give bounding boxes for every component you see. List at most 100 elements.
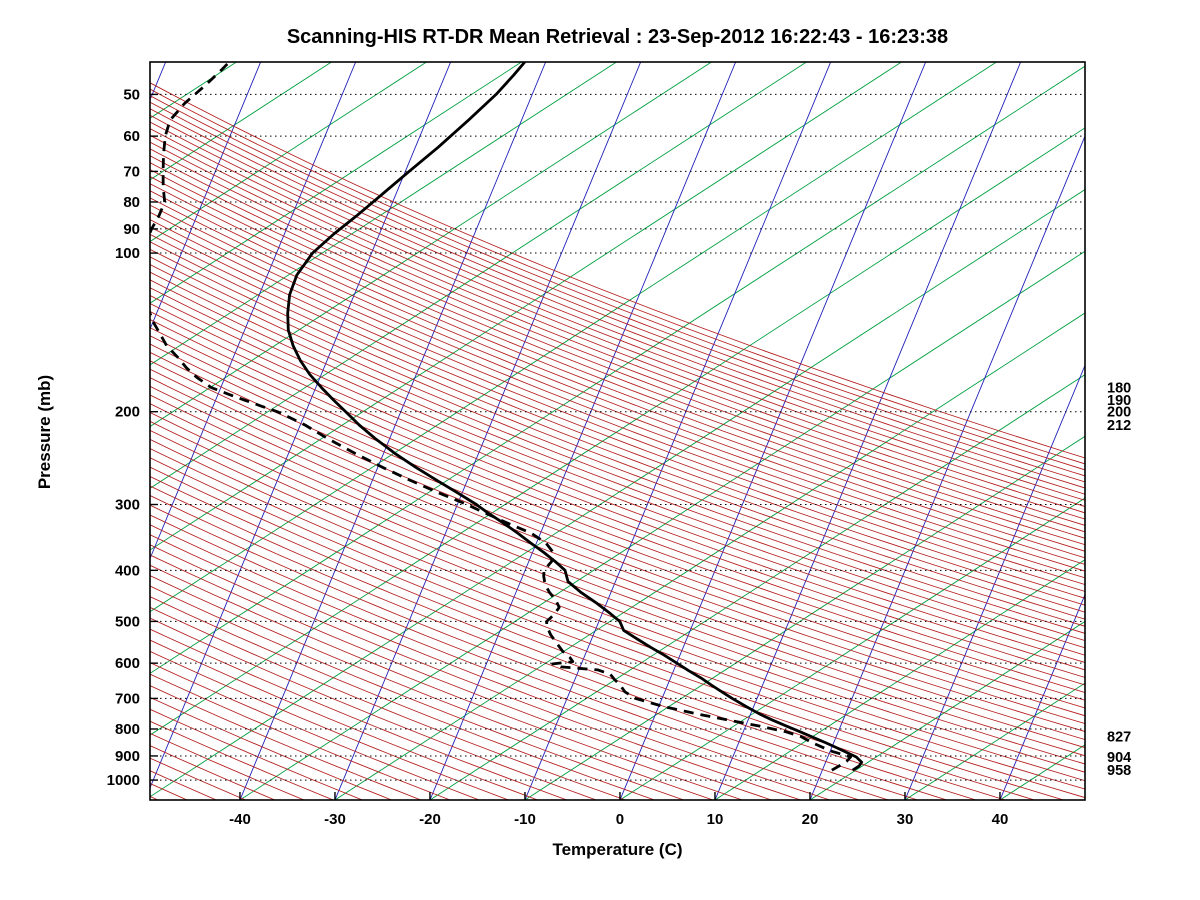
dry-adiabat-curve [150, 606, 626, 800]
x-tick-label: 30 [897, 811, 914, 828]
dry-adiabat-curve [150, 351, 1085, 709]
y-tick-label: 60 [123, 128, 140, 145]
dry-adiabat-curve [150, 169, 1085, 539]
dry-adiabat-curve [150, 287, 1085, 649]
dry-adiabat-curve [150, 134, 1085, 507]
dry-adiabat-curve [150, 148, 1085, 520]
dry-adiabat-curve [150, 162, 1085, 533]
dry-adiabat-curve [150, 248, 1085, 613]
right-pressure-label: 958 [1107, 763, 1131, 779]
dry-adiabat-curve [150, 457, 1064, 800]
dry-adiabat-curve [150, 564, 743, 800]
right-pressure-label: 200 [1107, 405, 1131, 421]
temperature-curve [286, 62, 864, 772]
dry-adiabat-curve [150, 720, 334, 800]
dry-adiabat-curve [150, 101, 1085, 477]
dry-adiabat-curve [150, 95, 1085, 471]
moist-adiabat-line [904, 682, 1085, 800]
dry-adiabat-curve [150, 534, 831, 800]
moist-adiabat-line [809, 620, 1085, 800]
dry-adiabat-curve [150, 628, 568, 800]
y-tick-label: 300 [115, 496, 140, 513]
dry-adiabat-curve [150, 377, 1085, 732]
isotherm-line [619, 62, 927, 800]
y-tick-label: 70 [123, 163, 140, 180]
y-tick-label: 200 [115, 404, 140, 421]
right-pressure-label: 212 [1107, 418, 1131, 434]
dry-adiabat-curve [150, 343, 1085, 701]
dry-adiabat-curve [150, 155, 1085, 526]
dry-adiabat-curve [150, 485, 977, 800]
right-pressure-label: 180 [1107, 381, 1131, 397]
dry-adiabat-curve [150, 438, 1085, 790]
y-tick-label: 50 [123, 86, 140, 103]
x-tick-label: -30 [324, 811, 346, 828]
isotherm-line [0, 62, 71, 800]
dry-adiabat-curve [150, 639, 538, 800]
moist-adiabat-line [714, 559, 1085, 800]
dry-adiabat-curve [150, 673, 451, 800]
y-tick-label: 80 [123, 194, 140, 211]
moist-adiabat-line [150, 62, 807, 489]
dry-adiabat-curve [150, 264, 1085, 627]
dry-adiabat-curve [150, 368, 1085, 725]
dry-adiabat-curve [150, 233, 1085, 599]
y-tick-label: 600 [115, 655, 140, 672]
y-tick-label: 900 [115, 748, 140, 765]
dry-adiabat-curve [150, 82, 1085, 459]
x-axis-label: Temperature (C) [552, 840, 683, 859]
dry-adiabat-curve [150, 327, 1085, 686]
dry-adiabat-curve [150, 662, 480, 800]
dry-adiabat-curve [150, 295, 1085, 656]
dry-adiabat-curve [150, 403, 1085, 757]
dry-adiabat-curve [150, 412, 1085, 765]
right-pressure-label: 904 [1107, 750, 1131, 766]
dry-adiabat-curve [150, 114, 1085, 489]
dry-adiabat-curve [150, 176, 1085, 546]
isotherm-line [150, 62, 262, 331]
dry-adiabat-curve [150, 211, 1085, 579]
isotherm-line [904, 364, 1085, 800]
x-tick-label: 10 [707, 811, 724, 828]
moist-adiabat-line [150, 62, 427, 243]
moist-adiabat-line [150, 62, 237, 119]
dry-adiabat-curve [150, 302, 1085, 663]
plot-area [0, 62, 1085, 800]
isotherm-line [999, 593, 1085, 800]
dry-adiabat-curve [150, 650, 509, 800]
moist-adiabat-line [999, 744, 1085, 800]
isotherm-line [150, 62, 167, 101]
dry-adiabat-curve [150, 448, 1085, 799]
dry-adiabat-curve [150, 504, 918, 800]
moist-adiabat-line [150, 62, 617, 366]
dry-adiabat-curve [150, 183, 1085, 552]
dry-adiabat-curve [150, 708, 363, 800]
dry-adiabat-curve [150, 466, 1035, 800]
dry-adiabat-curve [150, 385, 1085, 741]
y-tick-label: 100 [115, 245, 140, 262]
dry-adiabat-curve [150, 310, 1085, 671]
dry-adiabat-curve [150, 575, 714, 800]
x-tick-label: 20 [802, 811, 819, 828]
dry-adiabat-curve [150, 554, 772, 800]
x-tick-label: -40 [229, 811, 251, 828]
moist-adiabat-line [0, 62, 141, 800]
dry-adiabat-curve [150, 204, 1085, 572]
dry-adiabat-curve [150, 256, 1085, 620]
dry-adiabat-curve [150, 475, 1006, 800]
moist-adiabat-line [150, 62, 902, 551]
moist-adiabat-line [334, 312, 1085, 800]
dry-adiabat-curve [150, 141, 1085, 514]
moist-adiabat-line [150, 127, 1085, 736]
x-tick-label: 40 [992, 811, 1009, 828]
dry-adiabat-curve [150, 495, 947, 800]
isotherm-line [524, 62, 832, 800]
dry-adiabat-curve [150, 544, 801, 800]
dry-adiabat-curve [150, 617, 597, 800]
moist-adiabat-line [619, 497, 1085, 800]
x-tick-label: -10 [514, 811, 536, 828]
dry-adiabat-curve [150, 394, 1085, 749]
right-pressure-label: 827 [1107, 730, 1131, 746]
moist-adiabat-line [239, 250, 1085, 800]
